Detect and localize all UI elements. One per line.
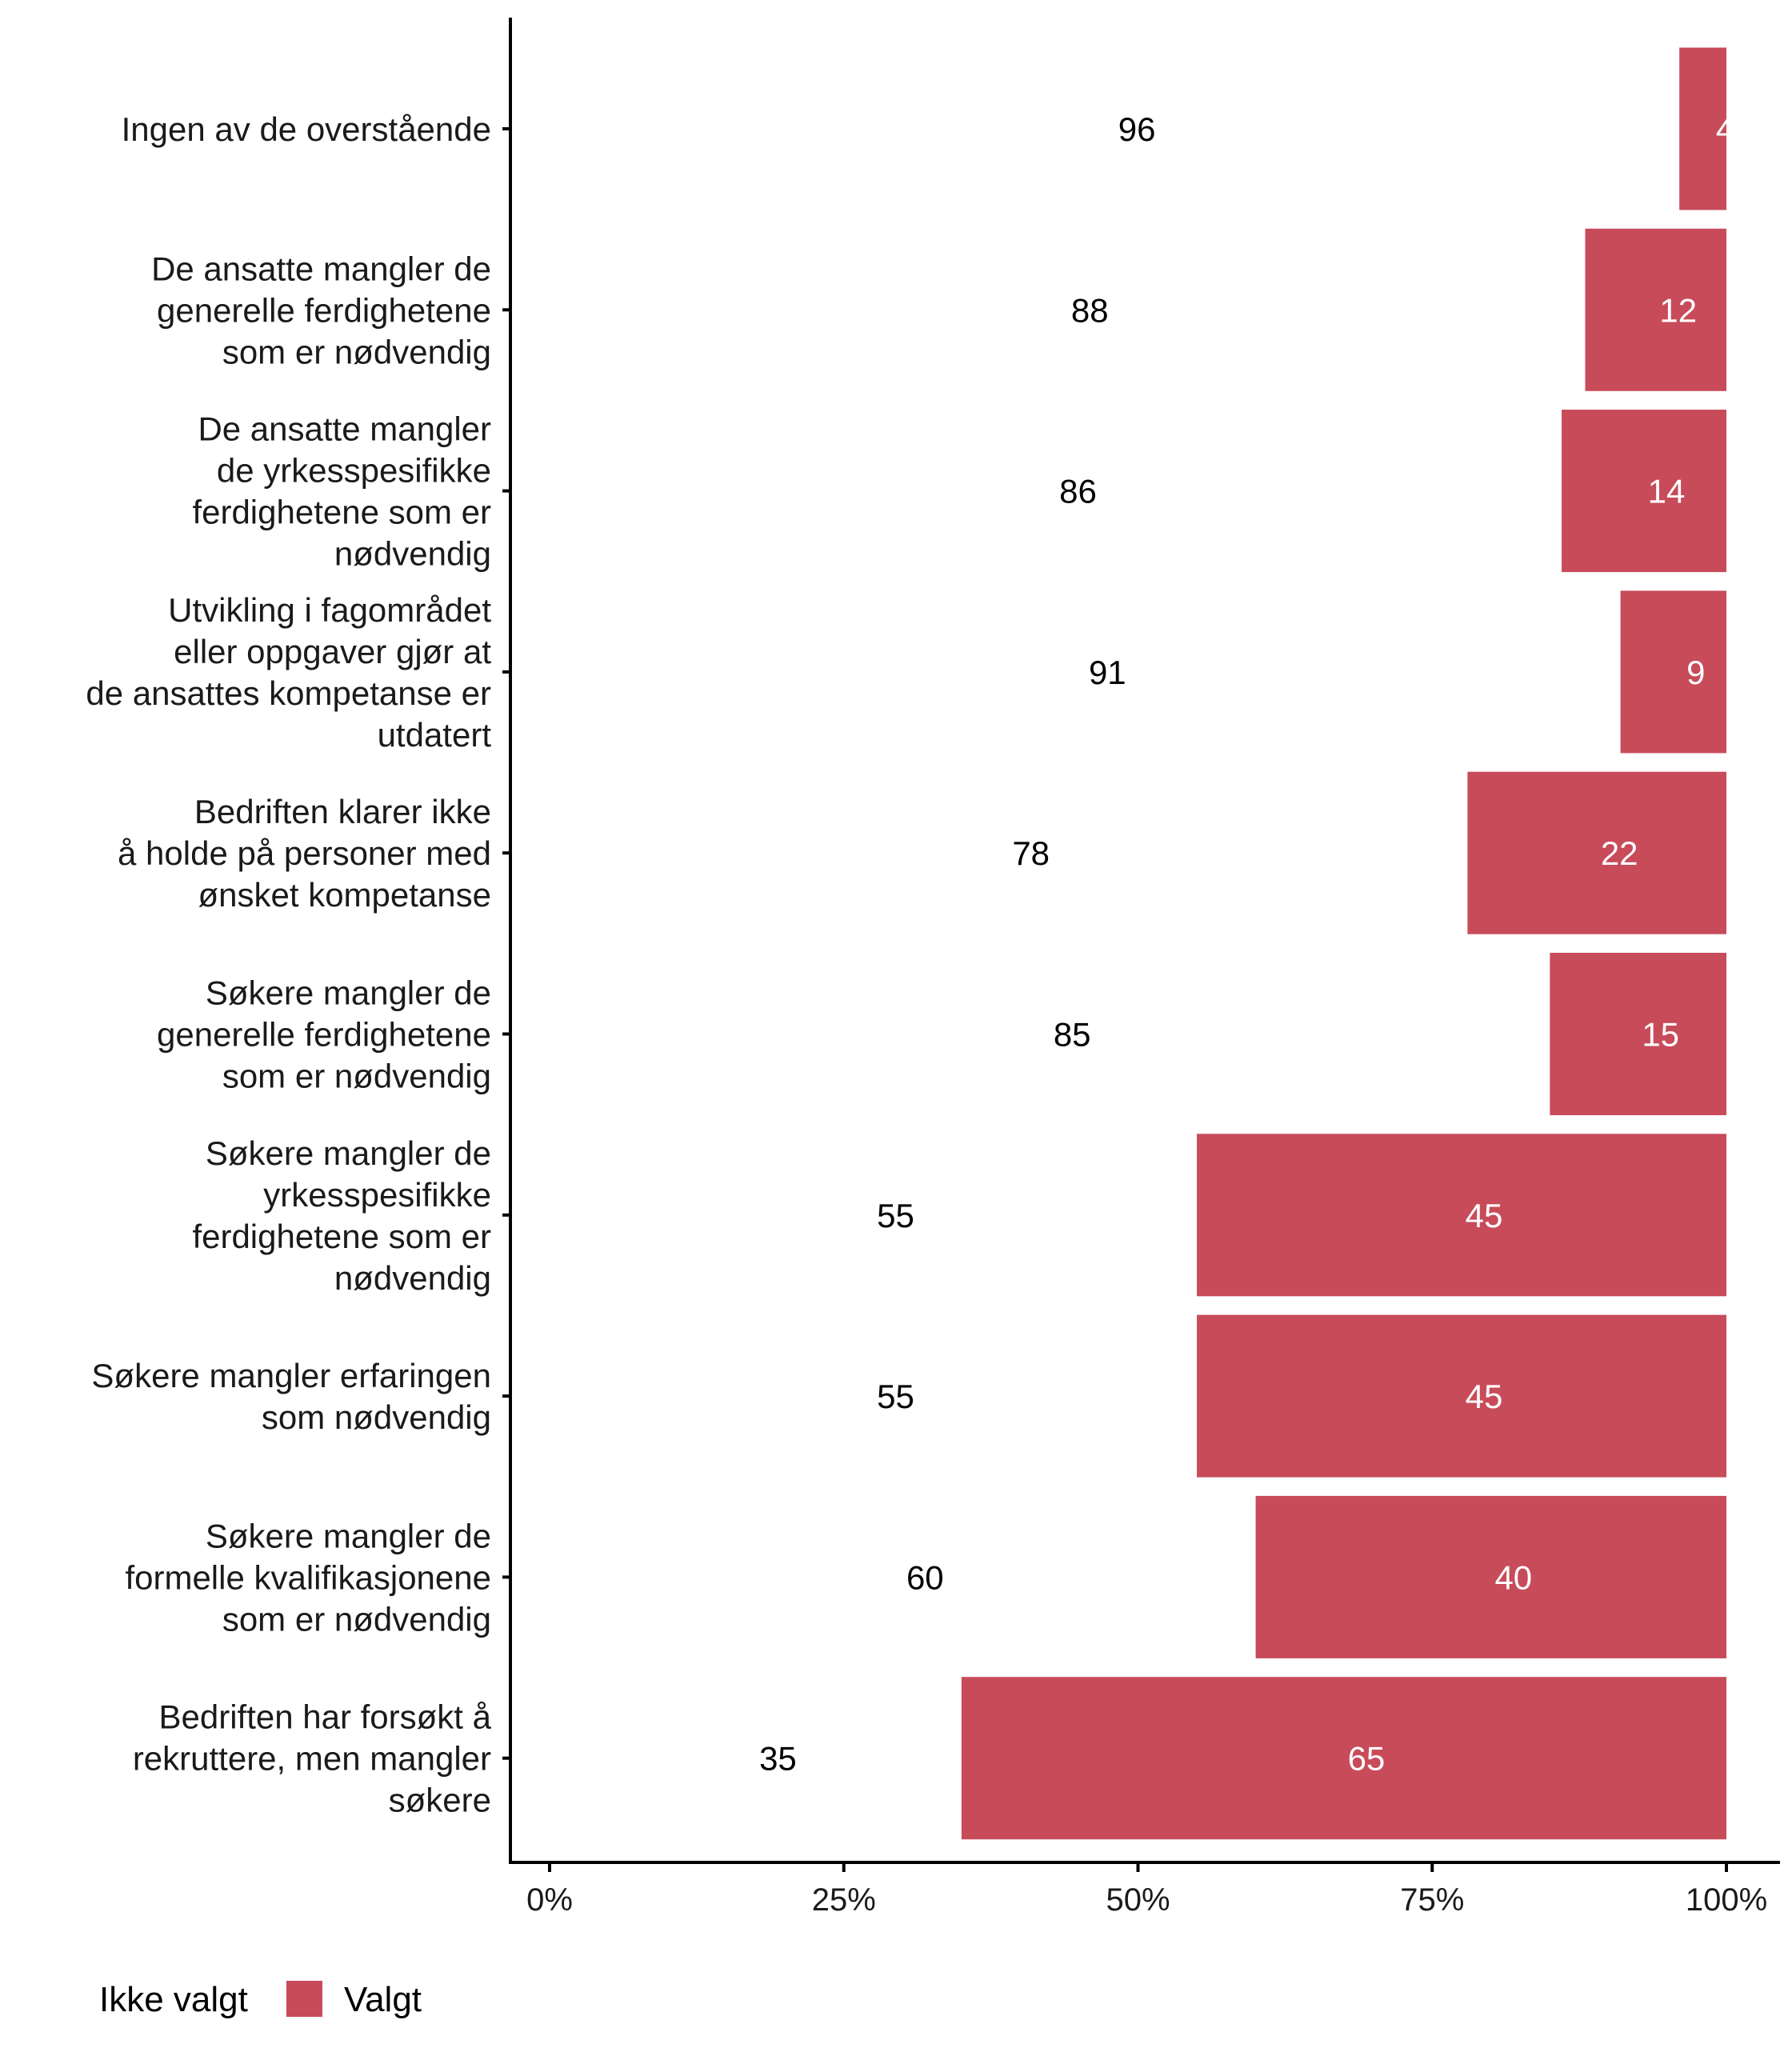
legend-label-valgt: Valgt (344, 1980, 422, 2019)
legend: Ikke valgt Valgt (99, 1980, 422, 2019)
data-label: 88 (1071, 291, 1109, 329)
bar-valgt (1562, 410, 1726, 573)
bar-valgt (1550, 953, 1726, 1115)
category-label: De ansatte mangler de generelle ferdighet… (151, 250, 491, 370)
category-label: Søkere mangler de yrkesspesifikke ferdighe… (192, 1134, 491, 1297)
bar-valgt (961, 1677, 1726, 1840)
data-label: 9 (1686, 654, 1705, 691)
data-label: 55 (877, 1197, 914, 1234)
category-label: Bedriften har forsøkt å rekruttere, men m… (133, 1698, 492, 1819)
data-label: 78 (1012, 834, 1050, 872)
data-label: 14 (1648, 473, 1686, 510)
x-tick-label: 100% (1686, 1882, 1767, 1918)
bar-valgt (1585, 228, 1726, 391)
data-label: 4 (1716, 110, 1734, 148)
bar-valgt (1197, 1134, 1726, 1297)
legend-label-ikke-valgt: Ikke valgt (99, 1980, 248, 2019)
data-label: 91 (1089, 654, 1126, 691)
bar-valgt (1679, 47, 1726, 210)
x-tick-label: 50% (1106, 1882, 1170, 1918)
data-label: 15 (1642, 1016, 1679, 1054)
data-label: 55 (877, 1378, 914, 1415)
category-labels: Ingen av de overstående De ansatte mangle… (86, 110, 510, 1819)
data-label: 12 (1659, 291, 1697, 329)
legend-swatch-valgt (286, 1981, 322, 2017)
bar-valgt (1467, 771, 1726, 934)
category-label: Søkere mangler de generelle ferdighetene s… (157, 974, 491, 1095)
data-label: 45 (1466, 1378, 1503, 1415)
data-label: 35 (759, 1740, 797, 1778)
data-label: 65 (1348, 1740, 1386, 1778)
x-tick-label: 25% (812, 1882, 876, 1918)
x-tick-label: 75% (1400, 1882, 1464, 1918)
data-label: 85 (1054, 1016, 1091, 1054)
bar-valgt (1255, 1495, 1726, 1658)
bars-layer: 96 4 88 12 86 14 91 9 78 22 85 15 55 45 55 45 60 40 35 65 (759, 47, 1734, 1840)
x-axis-ticks: 0% 25% 50% 75% 100% (526, 1862, 1767, 1918)
category-label: Søkere mangler erfaringen som nødvendig (91, 1357, 491, 1436)
category-label: De ansatte mangler de yrkesspesifikke ferd… (192, 410, 491, 573)
data-label: 45 (1466, 1197, 1503, 1234)
category-label: Ingen av de overstående (122, 110, 491, 148)
data-label: 86 (1059, 473, 1097, 510)
category-label: Utvikling i fagområdet eller oppgaver gjø… (86, 591, 491, 754)
x-tick-label: 0% (526, 1882, 573, 1918)
data-label: 96 (1118, 110, 1156, 148)
bar-valgt (1197, 1314, 1726, 1478)
bar-valgt (1620, 590, 1726, 754)
data-label: 22 (1601, 834, 1638, 872)
data-label: 40 (1494, 1558, 1532, 1596)
category-label: Bedriften klarer ikke å holde på personer… (118, 793, 491, 914)
data-label: 60 (906, 1558, 944, 1596)
category-label: Søkere mangler de formelle kvalifikasjone… (125, 1517, 491, 1638)
